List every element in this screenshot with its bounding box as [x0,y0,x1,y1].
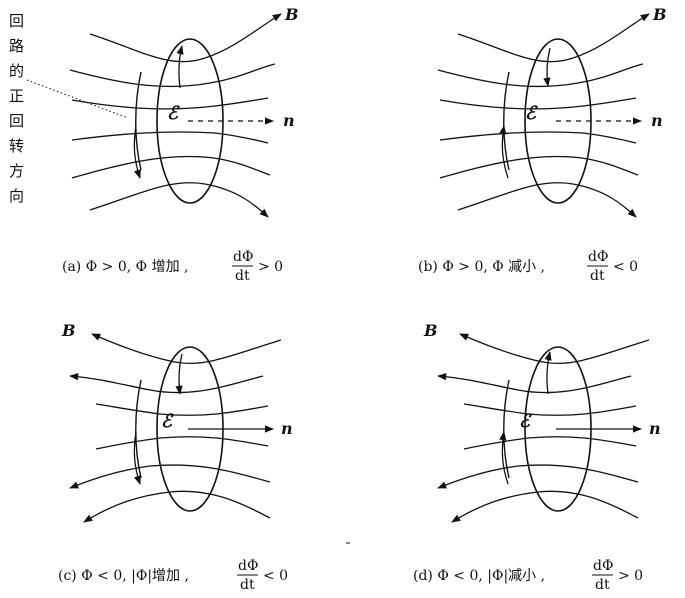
circulation-arrow [133,125,141,179]
circulation-arrow [544,351,552,395]
b-label: B [61,321,76,340]
field-line [69,373,264,394]
fraction-denominator: dt [590,268,605,284]
field-line [463,403,637,416]
caption-text: (a) Φ > 0, Φ 增加 , [62,259,188,275]
circulation-arrow [176,45,184,89]
field-line [451,490,639,523]
caption-text: (b) Φ > 0, Φ 减小 , [418,259,545,275]
fraction-numerator: dΦ [588,249,608,265]
circulation-arrow [175,353,183,395]
caption-suffix: > 0 [618,568,643,584]
caption-d: (d) Φ < 0, |Φ|减小 , dΦ dt > 0 [413,558,643,593]
panel-d: B n ℰ [423,321,661,523]
b-label: B [423,321,438,340]
field-line [83,490,271,523]
side-char: 方 [9,162,24,180]
field-lines [437,13,650,218]
leader-line [26,79,129,119]
caption-suffix: > 0 [258,259,283,275]
field-line [463,436,637,450]
side-char: 的 [9,62,24,80]
side-char: 回 [9,112,24,130]
n-label: n [651,111,663,130]
field-line [439,97,637,110]
fraction-denominator: dt [595,577,610,593]
emf-label: ℰ [167,103,180,124]
fraction-numerator: dΦ [233,249,253,265]
field-line [91,333,282,365]
field-lines [69,333,282,523]
field-lines [69,13,282,218]
caption-b: (b) Φ > 0, Φ 减小 , dΦ dt < 0 [418,249,638,284]
loop-direction-annotation: 回 路 的 正 回 转 方 向 [9,12,129,205]
field-line [71,155,271,179]
circulation-arrow [499,125,509,179]
caption-suffix: < 0 [613,259,638,275]
field-line [457,13,650,63]
field-line [69,63,276,88]
field-line [69,464,271,489]
caption-a: (a) Φ > 0, Φ 增加 , dΦ dt > 0 [62,249,283,284]
n-label: n [649,419,661,438]
panel-a: B n ℰ [69,5,299,218]
n-label: n [283,111,295,130]
panel-c: B n ℰ [61,321,293,523]
caption-c: (c) Φ < 0, |Φ|增加 , dΦ dt < 0 [58,558,288,593]
field-line [459,333,650,365]
field-line [95,436,269,450]
field-line [457,182,637,218]
field-line [95,403,269,416]
side-char: 正 [9,87,24,105]
loop-front-edge [135,71,142,171]
field-line [437,464,639,489]
b-label: B [652,5,667,24]
field-line [439,131,637,144]
caption-suffix: < 0 [263,568,288,584]
field-line [71,97,269,110]
b-label: B [284,5,299,24]
side-char: 向 [9,187,24,205]
panel-b: B n ℰ [437,5,667,218]
field-lines [437,333,650,523]
n-label: n [281,419,293,438]
side-char: 路 [9,37,24,55]
loop-front-edge [503,71,510,171]
caption-text: (d) Φ < 0, |Φ|减小 , [413,568,545,584]
fraction-numerator: dΦ [238,558,258,574]
circulation-arrow [543,47,551,87]
fraction-denominator: dt [240,577,255,593]
field-line [437,373,632,394]
circulation-arrow [133,431,141,485]
loop-front-edge [503,379,510,479]
emf-label: ℰ [519,411,532,432]
fraction-numerator: dΦ [593,558,613,574]
emf-label: ℰ [525,103,538,124]
field-line [439,155,639,179]
emf-label: ℰ [161,411,174,432]
side-char: 转 [9,137,24,155]
field-line [89,182,269,218]
loop-front-edge [135,379,142,479]
fraction-denominator: dt [235,268,250,284]
caption-text: (c) Φ < 0, |Φ|增加 , [58,568,189,584]
side-char: 回 [9,12,24,30]
circulation-arrow [499,431,509,485]
field-line [71,131,269,144]
field-line [437,63,644,88]
field-line [89,13,282,63]
